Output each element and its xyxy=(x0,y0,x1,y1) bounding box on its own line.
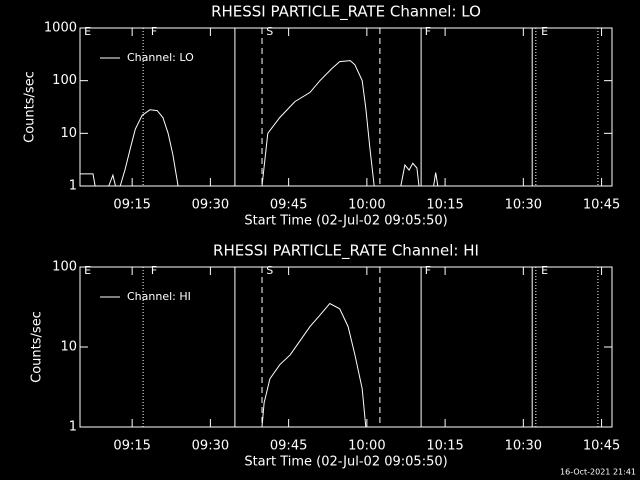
chart-title: RHESSI PARTICLE_RATE Channel: HI xyxy=(213,242,479,261)
marker-label: F xyxy=(151,264,157,277)
y-tick-label: 10 xyxy=(60,126,77,141)
data-line xyxy=(80,60,439,187)
y-axis-label: Counts/sec xyxy=(30,311,45,383)
marker-label: S xyxy=(266,264,273,277)
x-tick-label: 10:15 xyxy=(426,439,463,454)
x-axis-label: Start Time (02-Jul-02 09:05:50) xyxy=(244,214,447,229)
y-tick-label: 1000 xyxy=(44,21,77,36)
marker-label: E xyxy=(541,264,548,277)
marker-label: S xyxy=(266,25,273,38)
x-tick-label: 09:30 xyxy=(192,439,229,454)
y-axis-label: Counts/sec xyxy=(23,71,38,143)
legend-label: Channel: HI xyxy=(127,290,191,303)
x-tick-label: 10:15 xyxy=(426,198,463,213)
x-tick-label: 09:45 xyxy=(270,439,307,454)
x-tick-label: 09:45 xyxy=(270,198,307,213)
y-tick-label: 1 xyxy=(69,179,77,194)
y-tick-label: 1 xyxy=(69,420,77,435)
plot-frame xyxy=(79,27,613,187)
legend-label: Channel: LO xyxy=(127,51,194,64)
x-axis-label: Start Time (02-Jul-02 09:05:50) xyxy=(244,455,447,470)
y-tick-label: 10 xyxy=(60,340,77,355)
y-tick-label: 100 xyxy=(52,73,77,88)
x-tick-label: 10:00 xyxy=(348,198,385,213)
x-tick-label: 10:30 xyxy=(505,439,542,454)
marker-label: E xyxy=(84,25,91,38)
footer: 16-Oct-2021 21:41 xyxy=(560,468,636,477)
x-tick-label: 09:30 xyxy=(192,198,229,213)
marker-label: E xyxy=(84,264,91,277)
x-tick-label: 10:45 xyxy=(583,198,620,213)
marker-label: E xyxy=(541,25,548,38)
chart-title: RHESSI PARTICLE_RATE Channel: LO xyxy=(211,3,481,22)
x-tick-label: 10:45 xyxy=(583,439,620,454)
x-tick-label: 09:15 xyxy=(113,439,150,454)
y-tick-label: 100 xyxy=(52,260,77,275)
x-tick-label: 10:30 xyxy=(505,198,542,213)
marker-label: F xyxy=(151,25,157,38)
marker-label: F xyxy=(425,25,431,38)
marker-label: F xyxy=(425,264,431,277)
x-tick-label: 09:15 xyxy=(113,198,150,213)
data-line xyxy=(261,302,367,428)
x-tick-label: 10:00 xyxy=(348,439,385,454)
